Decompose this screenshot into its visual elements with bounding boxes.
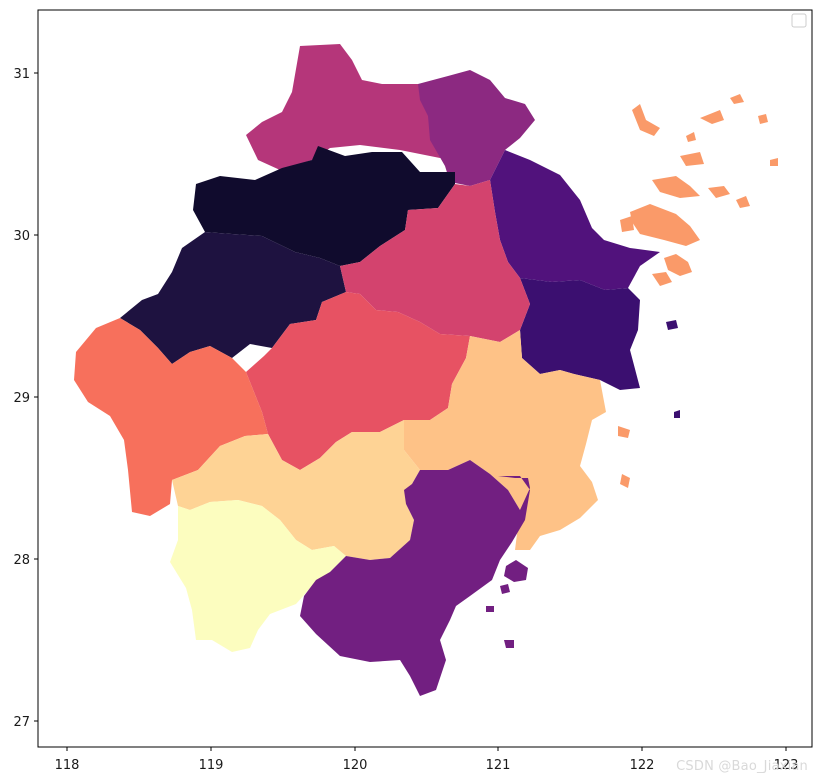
region-east-coast <box>520 278 640 390</box>
region-central <box>246 292 470 470</box>
x-axis <box>66 747 787 751</box>
island-shape <box>632 104 660 136</box>
east-islands-group <box>666 320 680 418</box>
region-northeast <box>418 70 535 186</box>
island-shape <box>758 114 768 124</box>
island-shape <box>770 158 778 166</box>
region-southwest <box>74 318 268 516</box>
watermark-text: CSDN @Bao_Jiaxian <box>676 759 808 774</box>
region-east-coast-north <box>490 150 660 290</box>
x-tick-labels: 118 119 120 121 122 123 <box>55 758 799 773</box>
island-shape <box>620 216 634 232</box>
x-tick-label: 119 <box>199 758 224 773</box>
y-tick-label: 27 <box>13 715 30 730</box>
island-shape <box>652 272 672 286</box>
region-northwest <box>193 146 455 266</box>
island-shape <box>500 584 510 594</box>
islands-group <box>618 94 778 488</box>
region-south-central <box>172 420 420 560</box>
region-north <box>246 44 470 170</box>
island-shape <box>664 254 692 276</box>
x-tick-label: 121 <box>486 758 511 773</box>
region-central-east <box>404 330 606 550</box>
island-shape <box>486 606 494 612</box>
island-shape <box>686 132 696 142</box>
island-shape <box>666 320 678 330</box>
island-shape <box>700 110 724 124</box>
island-shape <box>504 560 528 582</box>
island-shape <box>736 196 750 208</box>
island-shape <box>618 426 630 438</box>
x-tick-label: 123 <box>774 758 799 773</box>
island-shape <box>652 176 700 198</box>
island-shape <box>620 474 630 488</box>
island-shape <box>630 204 700 246</box>
y-tick-label: 30 <box>13 229 30 244</box>
region-west <box>120 232 346 364</box>
y-tick-label: 29 <box>13 391 30 406</box>
x-tick-label: 122 <box>630 758 655 773</box>
island-shape <box>674 410 680 418</box>
y-axis <box>34 72 38 722</box>
x-tick-label: 118 <box>55 758 80 773</box>
x-tick-label: 120 <box>343 758 368 773</box>
legend-box <box>791 13 807 28</box>
y-tick-label: 31 <box>13 67 30 82</box>
island-shape <box>708 186 730 198</box>
island-shape <box>730 94 744 104</box>
island-shape <box>504 640 514 648</box>
region-map <box>74 44 660 696</box>
y-tick-labels: 27 28 29 30 31 <box>13 67 30 730</box>
region-southeast <box>300 460 530 696</box>
y-tick-label: 28 <box>13 553 30 568</box>
island-shape <box>680 152 704 166</box>
region-central-north <box>340 180 530 342</box>
southern-islands-group <box>486 560 528 648</box>
region-southwest-inner <box>170 500 346 652</box>
